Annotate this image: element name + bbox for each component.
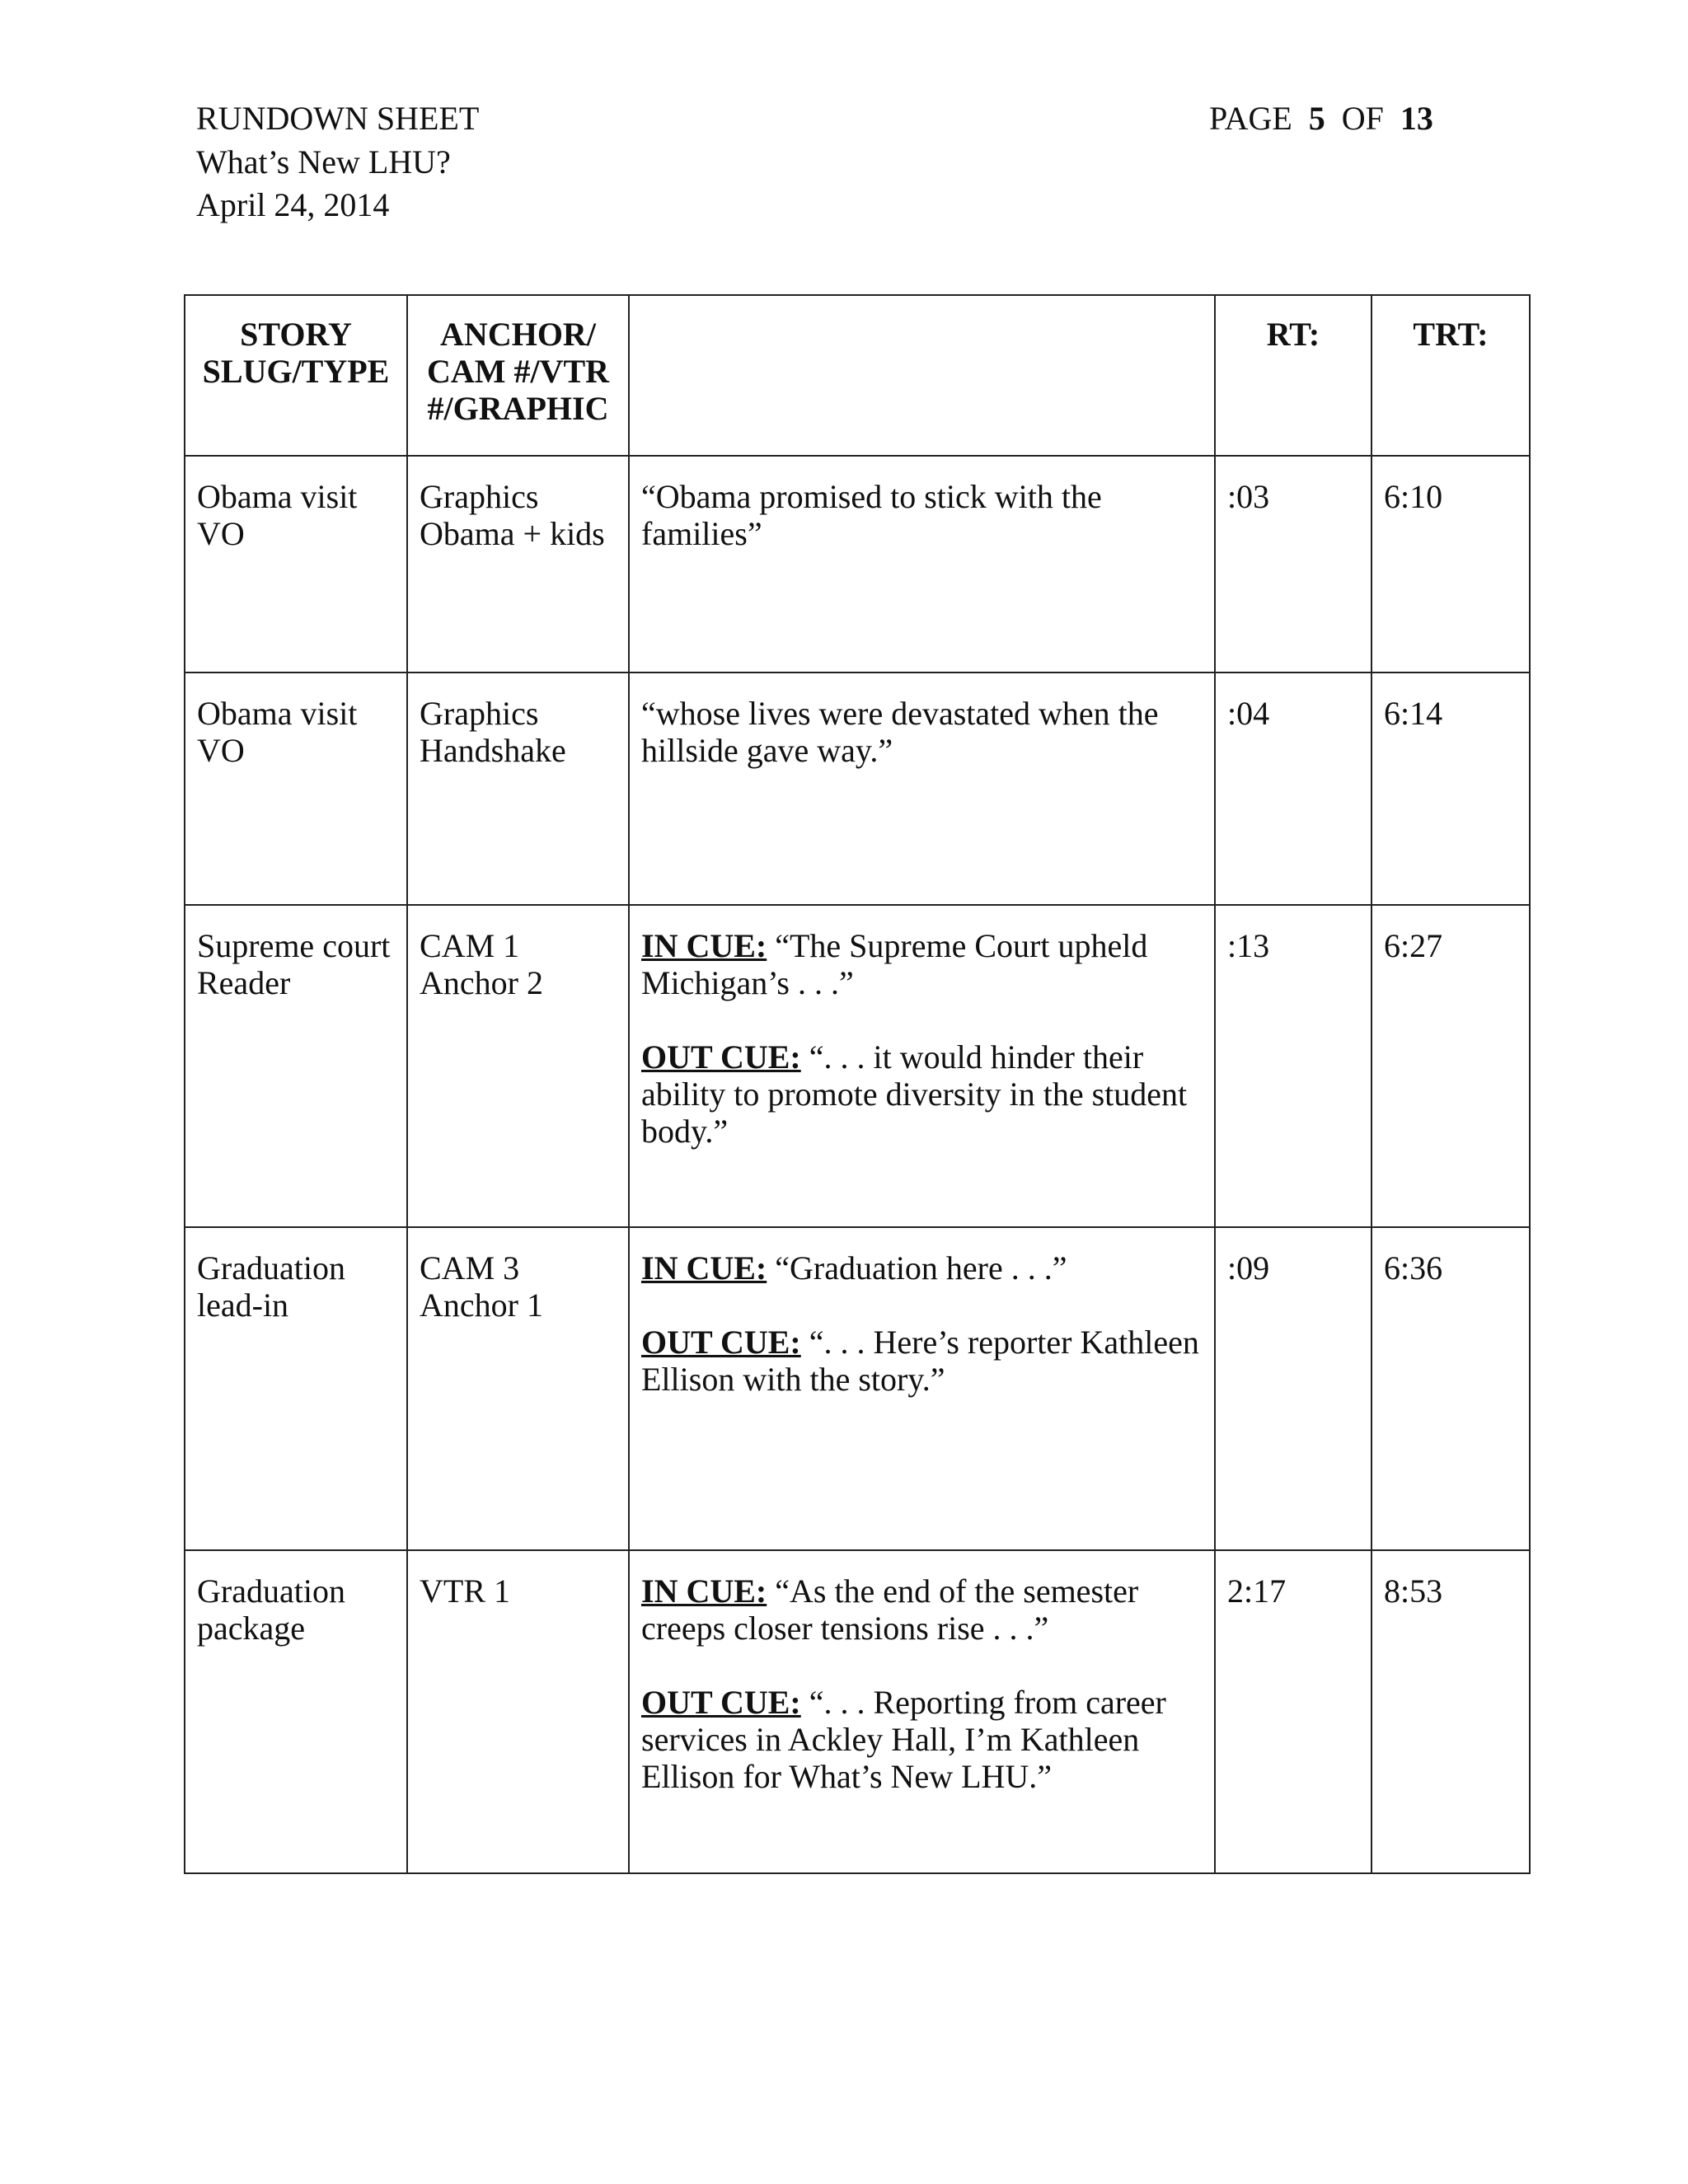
script-cell: IN CUE: “The Supreme Court upheld Michig…: [628, 904, 1216, 1228]
in-cue: IN CUE: “The Supreme Court upheld Michig…: [641, 927, 1203, 1001]
document-header: RUNDOWN SHEET What’s New LHU? April 24, …: [196, 97, 479, 227]
in-cue-text: “The Supreme Court upheld Michigan’s . .…: [641, 927, 1148, 1001]
in-cue-label: IN CUE:: [641, 1249, 767, 1286]
anchor-cell: VTR 1: [406, 1549, 630, 1874]
sheet-title: RUNDOWN SHEET: [196, 100, 480, 137]
rundown-table: STORY SLUG/TYPE ANCHOR/ CAM #/VTR #/GRAP…: [184, 294, 1531, 1874]
out-cue: OUT CUE: “. . . Here’s reporter Kathleen…: [641, 1324, 1203, 1398]
page-number: 5: [1308, 100, 1325, 137]
col-script: [628, 294, 1216, 457]
trt-cell: 6:10: [1371, 455, 1531, 673]
script-cell: IN CUE: “Graduation here . . .” OUT CUE: …: [628, 1226, 1216, 1551]
page-label: PAGE: [1209, 100, 1292, 137]
in-cue-text: “Graduation here . . .”: [775, 1249, 1067, 1286]
slug-line: VO: [197, 732, 245, 769]
story-slug-cell: Graduation lead-in: [184, 1226, 408, 1551]
out-cue-text: “. . . Here’s reporter Kathleen Ellison …: [641, 1324, 1199, 1398]
in-cue-label: IN CUE:: [641, 1572, 767, 1610]
col-rt: RT:: [1214, 294, 1372, 457]
story-slug-cell: Obama visit VO: [184, 672, 408, 906]
trt-cell: 6:14: [1371, 672, 1531, 906]
anchor-cell: CAM 1 Anchor 2: [406, 904, 630, 1228]
anchor-cell: Graphics Handshake: [406, 672, 630, 906]
in-cue-label: IN CUE:: [641, 927, 767, 964]
page-indicator: PAGE 5 OF 13: [1209, 97, 1433, 141]
anchor-line: CAM 1: [420, 927, 520, 964]
slug-line: Graduation: [197, 1572, 345, 1610]
story-slug-cell: Graduation package: [184, 1549, 408, 1874]
trt-cell: 6:36: [1371, 1226, 1531, 1551]
out-cue: OUT CUE: “. . . Reporting from career se…: [641, 1684, 1203, 1795]
in-cue-text: “As the end of the semester creeps close…: [641, 1572, 1139, 1647]
out-cue-label: OUT CUE:: [641, 1324, 801, 1361]
out-cue-label: OUT CUE:: [641, 1038, 801, 1076]
table-row: Obama visit VO Graphics Obama + kids “Obama …: [184, 455, 1531, 673]
script-cell: “Obama promised to stick with the famili…: [628, 455, 1216, 673]
slug-line: package: [197, 1610, 306, 1647]
table-row: Graduation lead-in CAM 3 Anchor 1 IN CUE: “G…: [184, 1226, 1531, 1551]
col-story-slug: STORY SLUG/TYPE: [184, 294, 408, 457]
story-slug-cell: Supreme court Reader: [184, 904, 408, 1228]
anchor-line: Handshake: [420, 732, 566, 769]
col-trt: TRT:: [1371, 294, 1531, 457]
slug-line: Obama visit: [197, 695, 358, 732]
col-anchor: ANCHOR/ CAM #/VTR #/GRAPHIC: [406, 294, 630, 457]
anchor-line: Anchor 2: [420, 964, 543, 1001]
header-row: STORY SLUG/TYPE ANCHOR/ CAM #/VTR #/GRAP…: [184, 294, 1531, 457]
in-cue: IN CUE: “Graduation here . . .”: [641, 1249, 1203, 1286]
table-row: Graduation package VTR 1 IN CUE: “As the en…: [184, 1549, 1531, 1874]
anchor-cell: Graphics Obama + kids: [406, 455, 630, 673]
slug-line: VO: [197, 515, 245, 552]
out-cue-text: “. . . Reporting from career services in…: [641, 1684, 1166, 1795]
trt-cell: 8:53: [1371, 1549, 1531, 1874]
in-cue: IN CUE: “As the end of the semester cree…: [641, 1572, 1203, 1647]
anchor-line: Anchor 1: [420, 1286, 543, 1324]
anchor-cell: CAM 3 Anchor 1: [406, 1226, 630, 1551]
rt-cell: :13: [1214, 904, 1372, 1228]
show-date: April 24, 2014: [196, 186, 390, 223]
script-text: “whose lives were devastated when the hi…: [641, 695, 1159, 769]
script-text: “Obama promised to stick with the famili…: [641, 478, 1102, 552]
slug-line: Obama visit: [197, 478, 358, 515]
rt-cell: :03: [1214, 455, 1372, 673]
out-cue-text: “. . . it would hinder their ability to …: [641, 1038, 1188, 1150]
anchor-line: Graphics: [420, 695, 539, 732]
rt-cell: 2:17: [1214, 1549, 1372, 1874]
anchor-line: Obama + kids: [420, 515, 605, 552]
of-label: OF: [1341, 100, 1384, 137]
anchor-line: VTR 1: [420, 1572, 510, 1610]
trt-cell: 6:27: [1371, 904, 1531, 1228]
slug-line: Supreme court: [197, 927, 391, 964]
page-total: 13: [1400, 100, 1433, 137]
anchor-line: CAM 3: [420, 1249, 520, 1286]
table-row: Obama visit VO Graphics Handshake “whose liv…: [184, 672, 1531, 906]
rt-cell: :04: [1214, 672, 1372, 906]
slug-line: Graduation: [197, 1249, 345, 1286]
table-row: Supreme court Reader CAM 1 Anchor 2 IN CUE: …: [184, 904, 1531, 1228]
script-cell: IN CUE: “As the end of the semester cree…: [628, 1549, 1216, 1874]
rt-cell: :09: [1214, 1226, 1372, 1551]
script-cell: “whose lives were devastated when the hi…: [628, 672, 1216, 906]
slug-line: lead-in: [197, 1286, 289, 1324]
slug-line: Reader: [197, 964, 291, 1001]
out-cue: OUT CUE: “. . . it would hinder their ab…: [641, 1038, 1203, 1150]
show-name: What’s New LHU?: [196, 143, 451, 180]
out-cue-label: OUT CUE:: [641, 1684, 801, 1721]
anchor-line: Graphics: [420, 478, 539, 515]
story-slug-cell: Obama visit VO: [184, 455, 408, 673]
